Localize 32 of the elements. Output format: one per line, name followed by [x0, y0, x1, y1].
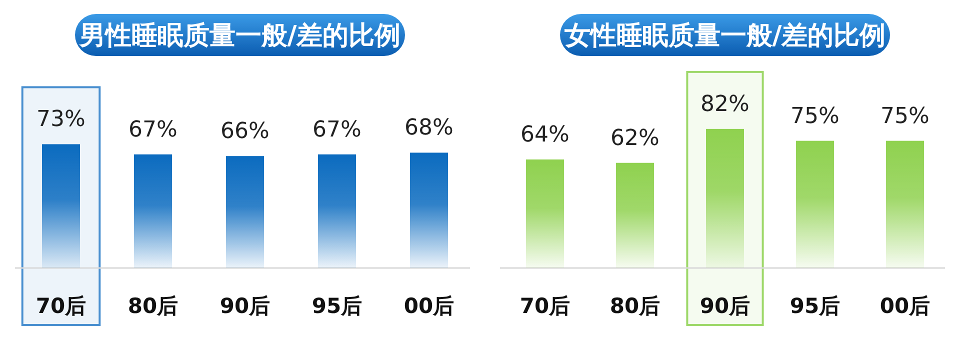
data-label: 67% — [312, 117, 362, 142]
x-tick-label: 80后 — [128, 294, 178, 318]
data-label: 73% — [36, 107, 86, 132]
data-label: 62% — [610, 126, 660, 151]
bar — [526, 159, 564, 268]
x-tick-label: 00后 — [404, 294, 454, 318]
bar — [706, 128, 744, 268]
bar — [410, 152, 448, 268]
bar — [616, 162, 654, 268]
x-tick-label: 95后 — [790, 294, 840, 318]
bar — [42, 144, 80, 268]
bar — [226, 156, 264, 268]
data-label: 75% — [790, 104, 840, 129]
x-tick-label: 70后 — [520, 294, 570, 318]
data-label: 66% — [220, 119, 270, 144]
bar — [796, 140, 834, 268]
x-tick-label: 95后 — [312, 294, 362, 318]
data-label: 64% — [520, 122, 570, 148]
x-tick-label: 80后 — [610, 294, 660, 318]
data-label: 82% — [700, 92, 750, 117]
data-label: 75% — [880, 104, 930, 129]
data-label: 67% — [128, 117, 178, 142]
x-tick-label: 90后 — [220, 294, 270, 318]
bar — [134, 154, 172, 268]
bar — [886, 140, 924, 268]
x-tick-label: 70后 — [36, 294, 86, 318]
x-tick-label: 90后 — [700, 294, 750, 318]
chart-title: 女性睡眠质量一般/差的比例 — [563, 21, 886, 51]
data-label: 68% — [404, 116, 454, 141]
bar — [318, 154, 356, 268]
x-tick-label: 00后 — [880, 294, 930, 318]
chart-title: 男性睡眠质量一般/差的比例 — [78, 21, 401, 51]
